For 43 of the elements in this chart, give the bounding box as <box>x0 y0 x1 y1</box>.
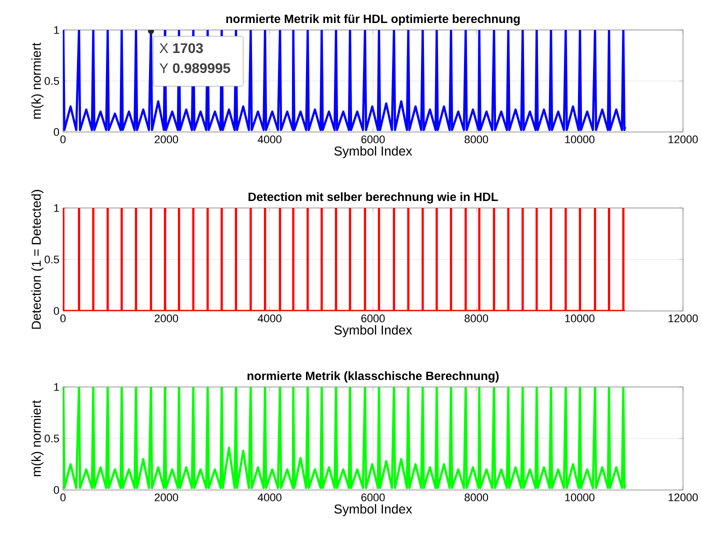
x-tick-label: 4000 <box>258 494 282 502</box>
x-tick-label: 4000 <box>258 314 282 322</box>
y-tick-label: 1 <box>54 383 59 391</box>
annotation: Y 0.989995 <box>160 63 230 74</box>
x-tick-label: 8000 <box>464 494 488 502</box>
x-axis-title: Symbol Index <box>334 325 412 338</box>
x-tick-label: 6000 <box>361 136 385 144</box>
x-tick-label: 6000 <box>361 314 385 322</box>
x-tick-label: 12000 <box>668 314 698 322</box>
x-tick-label: 4000 <box>258 136 282 144</box>
x-tick-label: 2000 <box>154 494 178 502</box>
x-axis-title: Symbol Index <box>334 504 412 516</box>
x-axis-title: Symbol Index <box>334 146 412 158</box>
chart-title: normierte Metrik (klasschische Berechnung) <box>248 371 499 382</box>
x-tick-label: 10000 <box>565 494 594 502</box>
x-tick-label: 0 <box>60 314 66 322</box>
x-tick-label: 12000 <box>668 494 698 502</box>
x-tick-label: 12000 <box>668 136 698 144</box>
y-tick-label: 0 <box>54 486 60 494</box>
line-series <box>63 386 626 490</box>
y-tick-label: 1 <box>54 26 59 34</box>
y-axis-title: m(k) normiert <box>31 400 44 476</box>
y-tick-label: 1 <box>54 204 59 212</box>
x-tick-label: 8000 <box>464 136 488 144</box>
x-tick-label: 2000 <box>154 136 178 144</box>
y-axis-title: Detection (1 = Detected) <box>31 190 44 329</box>
x-tick-label: 0 <box>60 136 66 144</box>
line-series <box>63 30 626 132</box>
y-tick-label: 0 <box>54 307 60 315</box>
x-tick-label: 0 <box>60 494 66 502</box>
annotation: X 1703 <box>160 43 203 54</box>
y-axis-title: m(k) normiert <box>31 42 44 119</box>
y-tick-label: 0.5 <box>44 434 60 442</box>
y-tick-label: 0.5 <box>44 77 60 85</box>
chart-title: normierte Metrik mit für HDL optimierte berechnung <box>226 14 520 26</box>
chart-title: Detection mit selber berechnung wie in HDL <box>248 192 498 204</box>
x-tick-label: 10000 <box>565 136 594 144</box>
y-tick-label: 0.5 <box>44 256 60 264</box>
y-tick-label: 0 <box>54 128 60 136</box>
x-tick-label: 8000 <box>464 314 488 322</box>
x-tick-label: 6000 <box>361 494 385 502</box>
x-tick-label: 2000 <box>154 314 178 322</box>
x-tick-label: 10000 <box>565 314 594 322</box>
